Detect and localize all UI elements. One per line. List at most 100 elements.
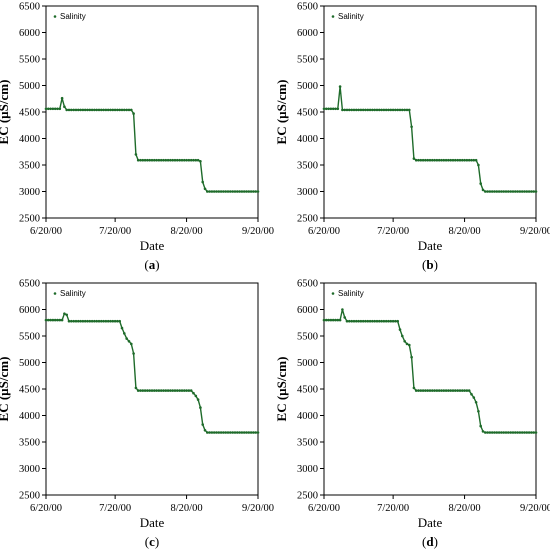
data-point — [86, 319, 89, 323]
data-point — [118, 108, 121, 112]
data-point — [206, 431, 209, 434]
data-point — [419, 158, 423, 162]
data-point — [201, 180, 204, 184]
y-tick-label: 6000 — [19, 28, 40, 39]
data-point — [146, 389, 149, 392]
data-point — [183, 389, 186, 392]
y-tick-label: 2500 — [19, 491, 40, 502]
data-point — [215, 190, 218, 193]
data-point — [157, 389, 161, 392]
data-point — [196, 158, 200, 162]
data-point — [371, 319, 374, 323]
data-point — [164, 389, 168, 392]
y-axis-title: EC (µS/cm) — [274, 357, 289, 422]
data-point — [343, 316, 347, 319]
data-point — [394, 319, 397, 323]
data-point — [447, 158, 450, 162]
data-point — [173, 389, 177, 392]
data-point — [463, 389, 466, 392]
data-point — [511, 190, 515, 193]
data-point — [148, 389, 151, 392]
y-tick-label: 3500 — [19, 161, 40, 172]
data-point — [470, 393, 473, 396]
data-point — [516, 431, 519, 434]
data-point — [143, 158, 147, 162]
data-point — [245, 431, 248, 434]
legend-marker — [53, 292, 57, 295]
data-point — [378, 108, 381, 112]
series-line-salinity — [46, 313, 258, 434]
data-point — [403, 340, 407, 343]
data-point — [527, 431, 531, 434]
data-point — [169, 158, 172, 162]
data-point — [155, 389, 158, 392]
panel-letter: b — [426, 257, 433, 272]
plot-frame — [323, 5, 537, 219]
data-point — [226, 190, 230, 193]
data-point — [127, 340, 131, 343]
data-point — [226, 431, 230, 434]
data-point — [451, 158, 455, 162]
data-point — [405, 342, 409, 346]
data-point — [366, 108, 370, 112]
data-point — [373, 319, 377, 323]
data-point — [530, 431, 533, 434]
data-point — [497, 431, 501, 434]
x-axis-title: Date — [140, 238, 165, 253]
data-point — [74, 319, 78, 323]
panel-caption: (d) — [422, 534, 438, 549]
data-point — [125, 108, 128, 112]
plot-frame — [323, 282, 537, 496]
data-point — [212, 431, 216, 434]
data-point — [435, 158, 439, 162]
data-point — [421, 389, 425, 392]
data-point — [520, 431, 524, 434]
data-point — [171, 158, 174, 162]
data-point — [456, 158, 460, 162]
data-point — [431, 158, 434, 162]
data-point — [208, 431, 211, 434]
data-point — [196, 398, 200, 401]
data-point — [58, 107, 62, 111]
data-point — [327, 107, 330, 111]
data-point — [417, 389, 420, 392]
data-point — [364, 319, 367, 323]
data-point — [518, 431, 522, 434]
data-point — [502, 431, 506, 434]
data-point — [361, 108, 365, 112]
x-tick-label: 7/20/00 — [377, 226, 409, 237]
data-point — [176, 158, 179, 162]
data-point — [77, 108, 80, 112]
data-point — [201, 423, 204, 426]
data-point — [511, 431, 515, 434]
y-tick-label: 4000 — [19, 134, 40, 145]
data-point — [488, 431, 492, 434]
data-point — [166, 158, 170, 162]
data-point — [178, 389, 181, 392]
data-point — [472, 396, 476, 399]
data-point — [433, 389, 436, 392]
data-point — [329, 318, 333, 322]
y-tick-label: 4000 — [297, 411, 318, 422]
data-point — [90, 108, 94, 112]
data-point — [162, 389, 165, 392]
data-point — [384, 108, 388, 112]
data-point — [67, 108, 71, 112]
data-point — [256, 190, 260, 193]
data-point — [88, 319, 92, 323]
data-point — [127, 108, 131, 112]
data-point — [252, 431, 255, 434]
data-point — [125, 337, 128, 340]
data-point — [88, 108, 92, 112]
data-point — [194, 394, 198, 398]
data-point — [477, 410, 480, 413]
data-point — [412, 157, 416, 160]
data-point — [106, 108, 110, 112]
data-point — [109, 108, 112, 112]
data-point — [238, 190, 241, 193]
data-point — [143, 389, 147, 392]
data-point — [60, 318, 64, 322]
legend-label: Salinity — [60, 289, 86, 298]
data-point — [206, 190, 209, 193]
x-axis-title: Date — [418, 515, 443, 530]
